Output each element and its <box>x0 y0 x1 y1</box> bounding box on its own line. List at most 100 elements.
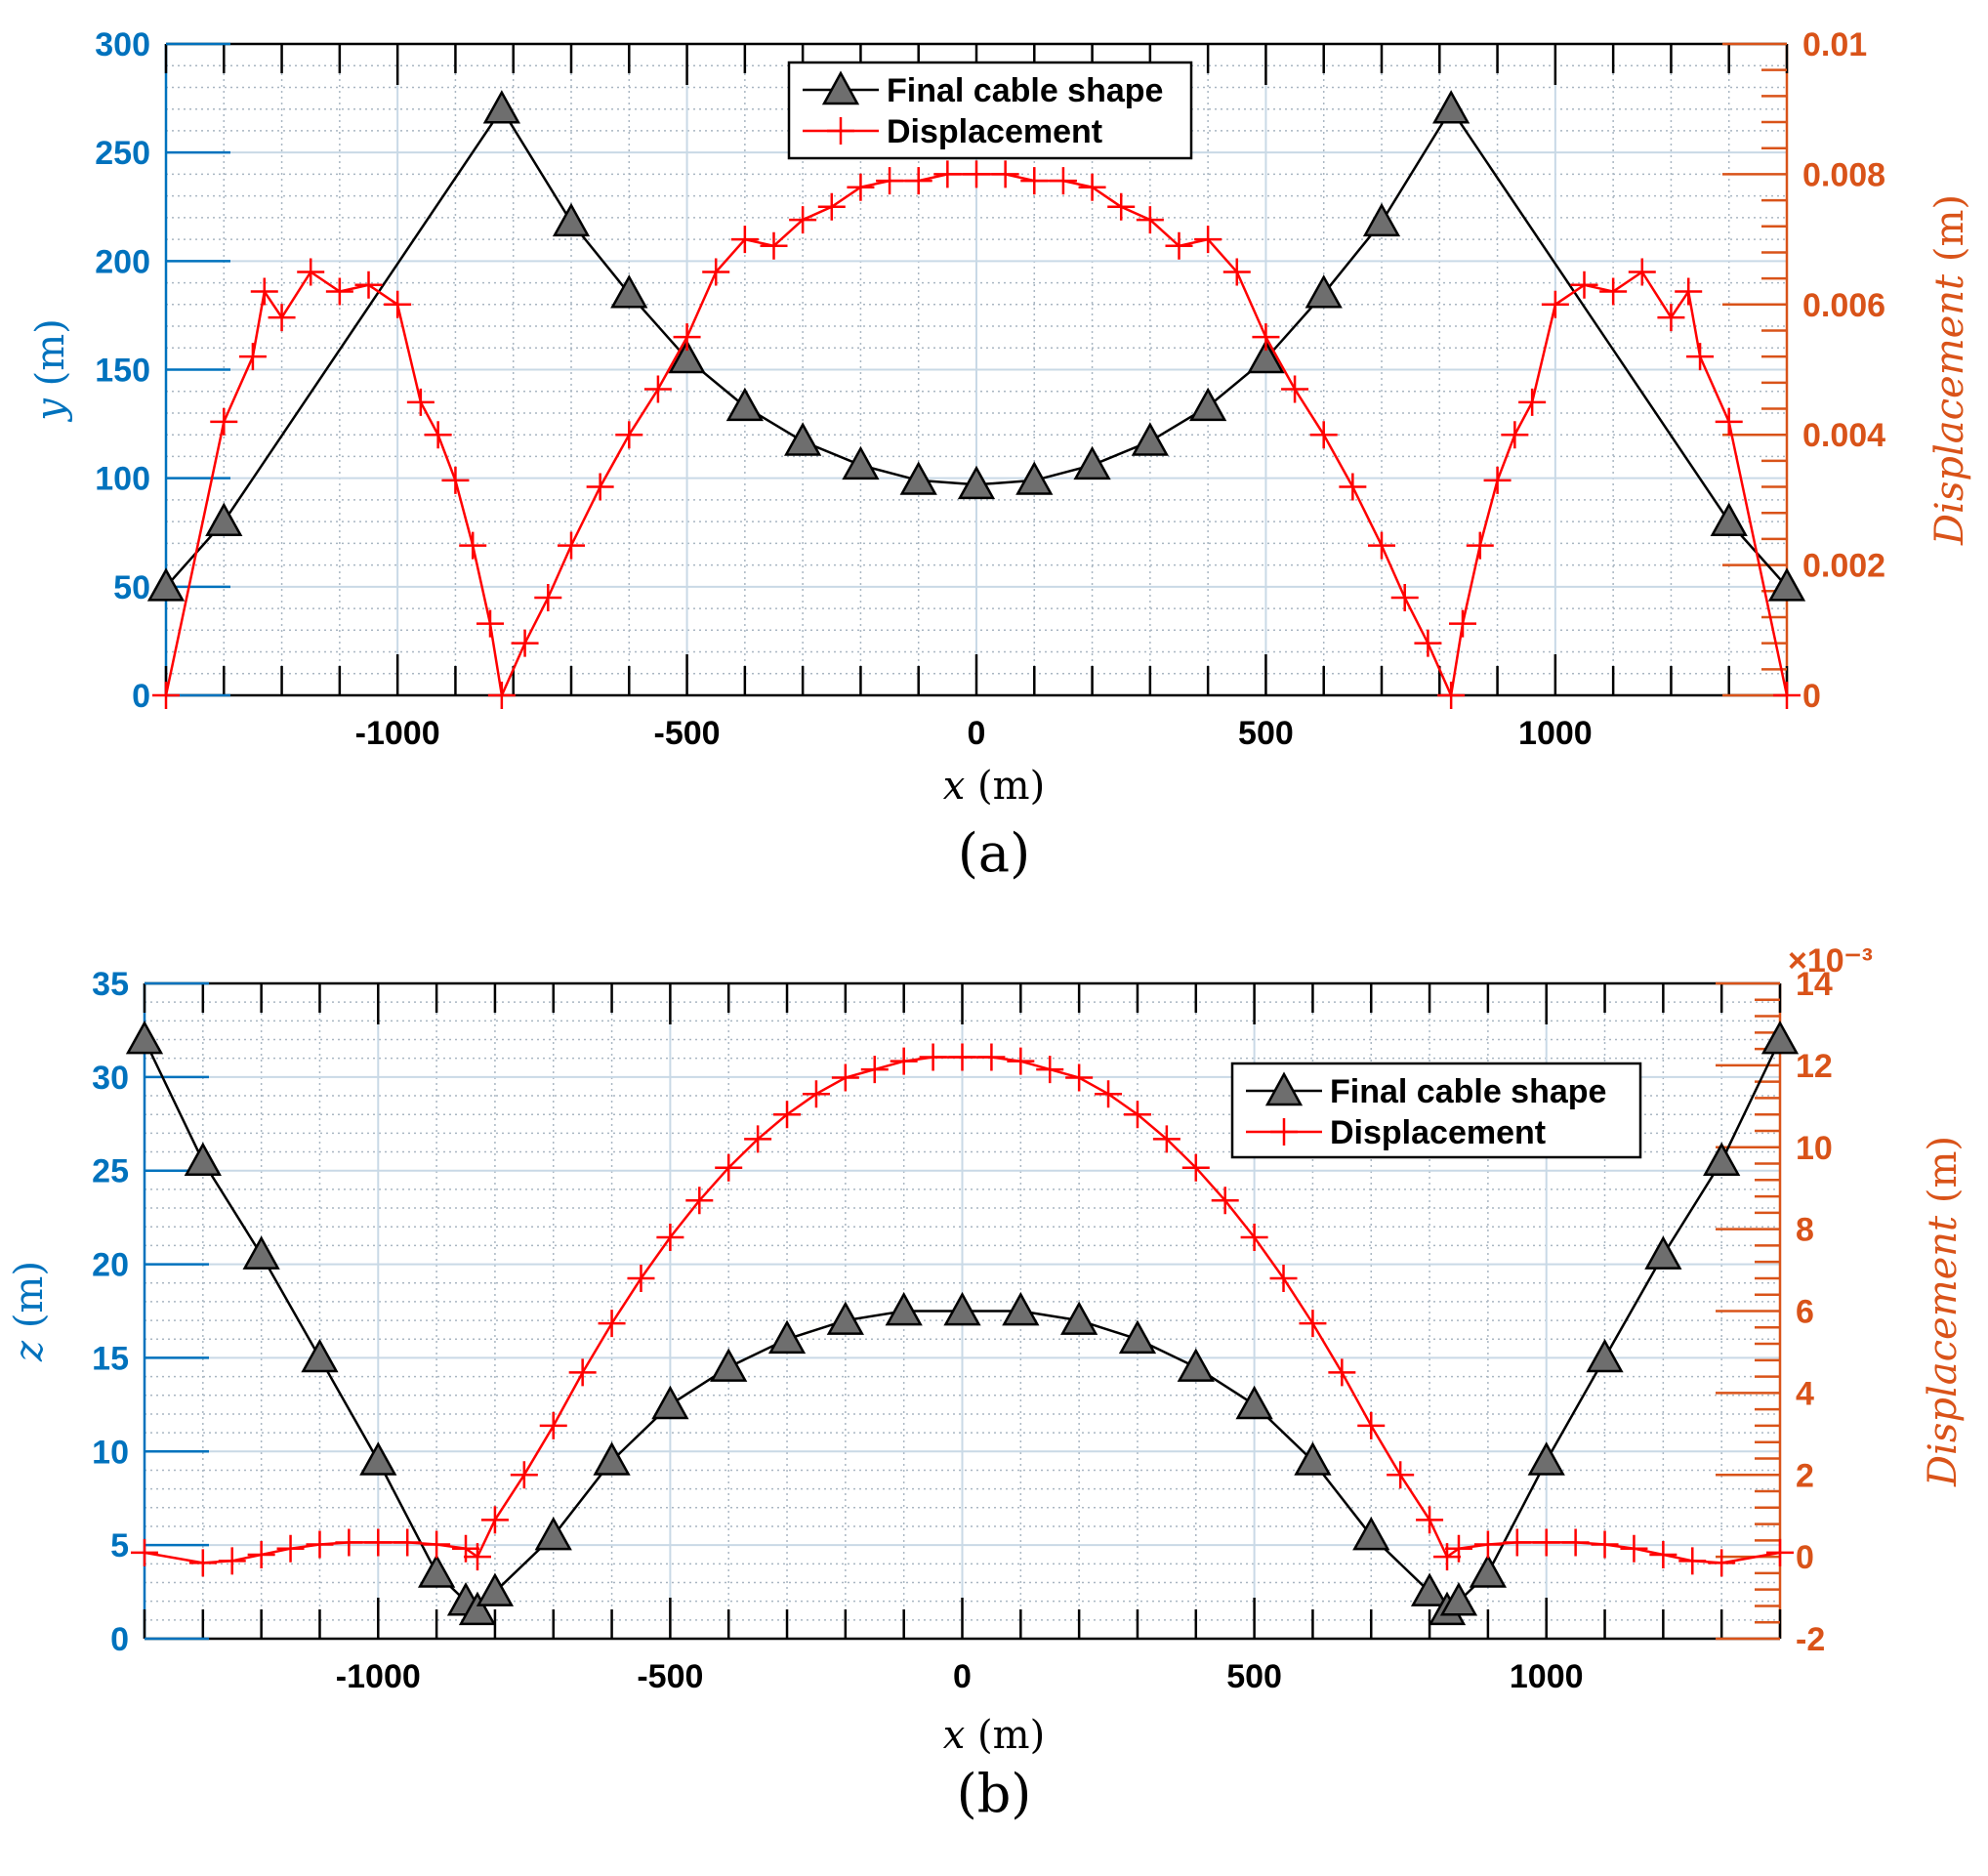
displacement-marker <box>1501 421 1529 449</box>
displacement-marker <box>276 1534 305 1563</box>
x-tick-label: -500 <box>637 1658 703 1695</box>
cable-marker <box>242 1235 280 1270</box>
displacement-marker <box>539 1411 567 1439</box>
cable-marker <box>899 461 937 495</box>
y2-axis-title: Displacement (m) <box>1921 1136 1966 1487</box>
y-axis-title: y (m) <box>28 318 73 422</box>
legend-displacement-marker <box>827 117 854 145</box>
legend-label-cable: Final cable shape <box>887 72 1163 109</box>
displacement-marker <box>424 421 452 449</box>
y-axis-title-var: z <box>7 1340 52 1362</box>
y-axis-title: z (m) <box>7 1261 52 1362</box>
displacement-marker <box>1095 1080 1123 1108</box>
cable-marker <box>610 274 648 309</box>
displacement-marker <box>919 1043 947 1071</box>
y-axis-title-unit: (m) <box>28 318 73 398</box>
displacement-marker <box>1503 1528 1531 1557</box>
y2-tick-label: 4 <box>1796 1375 1814 1412</box>
y2-tick-label: 12 <box>1796 1048 1833 1085</box>
legend-displacement-marker <box>1270 1118 1298 1146</box>
displacement-marker <box>1309 421 1338 449</box>
chart-panel-a: -1000 -500 0 500 1000 0 50 100 150 200 250 300 0 0.00… <box>28 26 1972 884</box>
displacement-marker <box>904 167 932 195</box>
y-tick-label: 15 <box>92 1340 129 1377</box>
y2-exponent-label: ×10⁻³ <box>1788 942 1873 980</box>
cable-marker <box>842 445 880 480</box>
y2-tick-label: 14 <box>1796 966 1833 1003</box>
y2-tick-label: 0 <box>1796 1539 1814 1576</box>
panel-label: (a) <box>958 822 1030 884</box>
cable-marker <box>710 1348 748 1382</box>
legend-label-displacement: Displacement <box>1330 1114 1546 1151</box>
legend: Final cable shape Displacement <box>1230 1062 1642 1159</box>
displacement-marker <box>1281 375 1309 403</box>
displacement-marker <box>1591 1530 1619 1559</box>
x-axis-title-unit: (m) <box>965 1713 1045 1758</box>
y-axis-title-var: y <box>28 397 73 423</box>
displacement-marker <box>991 160 1019 188</box>
x-tick-label: -1000 <box>355 715 440 752</box>
cable-marker <box>1015 461 1054 495</box>
cable-marker <box>1305 274 1343 309</box>
cable-marker <box>957 465 996 500</box>
displacement-marker <box>817 192 846 221</box>
y-tick-label: 30 <box>92 1060 129 1097</box>
displacement-marker <box>1152 1125 1180 1153</box>
cable-marker <box>146 567 186 602</box>
displacement-marker <box>1657 304 1685 332</box>
cable-marker <box>1760 1020 1800 1055</box>
displacement-marker <box>1020 167 1049 195</box>
displacement-marker <box>1678 1547 1707 1575</box>
cable-marker <box>1189 387 1227 422</box>
displacement-marker <box>1269 1264 1298 1292</box>
cable-marker <box>725 387 764 422</box>
legend-cable-marker <box>1264 1071 1304 1106</box>
cable-marker <box>1131 422 1169 456</box>
displacement-marker <box>673 323 701 352</box>
cable-marker <box>1644 1235 1682 1270</box>
y-tick-label: 20 <box>92 1247 129 1284</box>
cable-marker <box>482 90 520 124</box>
displacement-marker <box>384 290 412 318</box>
y2-tick-label: -2 <box>1796 1621 1825 1658</box>
y2-axis-title-var: Displacement <box>1927 273 1972 546</box>
displacement-marker <box>586 473 614 501</box>
displacement-marker <box>218 1547 246 1575</box>
cable-marker <box>205 502 243 536</box>
y2-tick-label: 10 <box>1796 1130 1833 1167</box>
displacement-marker <box>1181 1153 1210 1182</box>
x-axis-title-var: x <box>943 1713 966 1758</box>
displacement-marker <box>1194 226 1222 254</box>
displacement-marker <box>487 682 516 709</box>
displacement-marker <box>1390 583 1419 611</box>
displacement-marker <box>131 1538 158 1566</box>
displacement-marker <box>1123 1101 1151 1129</box>
legend-cable-marker <box>821 70 860 105</box>
displacement-marker <box>1416 1506 1444 1534</box>
displacement-marker <box>476 609 504 638</box>
cable-marker <box>1235 1385 1273 1420</box>
y-tick-label: 0 <box>110 1621 129 1658</box>
cable-marker <box>651 1385 689 1420</box>
y2-tick-label: 0.002 <box>1802 548 1885 585</box>
displacement-marker <box>558 531 585 560</box>
displacement-marker <box>1620 1534 1648 1563</box>
displacement-marker <box>1599 277 1628 306</box>
cable-marker <box>301 1338 339 1373</box>
displacement-marker <box>1211 1187 1239 1215</box>
cable-marker <box>1060 1301 1098 1335</box>
cable-marker <box>534 1516 572 1551</box>
displacement-marker <box>423 1530 451 1559</box>
y2-tick-label: 0.004 <box>1802 417 1885 454</box>
y-tick-label: 300 <box>95 26 150 63</box>
displacement-marker <box>977 1043 1006 1071</box>
cable-marker <box>1002 1291 1040 1326</box>
displacement-marker <box>1437 682 1466 709</box>
cable-marker <box>125 1020 164 1055</box>
displacement-marker <box>1414 629 1442 657</box>
y-tick-label: 35 <box>92 966 129 1003</box>
y2-tick-label: 0.006 <box>1802 287 1885 324</box>
displacement-marker <box>860 1056 889 1084</box>
cable-marker <box>1527 1441 1565 1476</box>
displacement-marker <box>268 304 296 332</box>
